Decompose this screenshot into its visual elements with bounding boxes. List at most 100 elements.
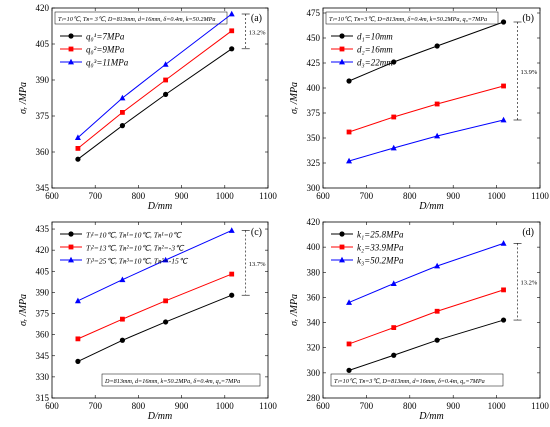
data-point [434,308,440,314]
y-tick-label: 420 [36,3,50,13]
legend-marker [68,58,74,65]
data-point [162,61,169,67]
plot-frame [51,7,269,189]
annotation-text: Tₗ=10℃, Tʀ=3℃, D=813mm, δ=0.4m, k=50.2MP… [329,16,487,23]
y-tick-label: 405 [36,266,50,276]
y-tick-label: 450 [307,33,321,43]
data-point [119,123,126,129]
legend-marker [68,46,74,52]
panel-label: (b) [522,13,534,24]
legend-label: d₃=22mm [357,58,393,68]
legend-label: Tₗ¹=10℃, Tʀ¹=10℃, Tʀ¹=0℃ [86,231,183,240]
x-tick-label: 1100 [531,191,549,201]
y-tick-label: 375 [36,309,50,319]
legend-marker [339,231,345,237]
x-axis-label: D/mm [147,201,172,212]
series-1: Tₗ¹=10℃, Tʀ¹=10℃, Tʀ¹=0℃ [60,231,235,364]
legend-label: Tₗ²=13℃, Tʀ²=10℃, Tʀ²=-3℃ [86,244,185,253]
series-line [77,30,233,149]
series-line [77,48,232,160]
plot-frame [322,221,541,399]
legend-label: q₀²=9MPa [86,45,125,55]
y-tick-label: 400 [307,242,321,252]
x-tick-label: 900 [175,401,189,411]
legend-label: d₁=10mm [357,32,393,42]
difference-bracket: 13.9% [513,21,538,121]
y-tick-label: 435 [36,224,50,234]
data-point [228,10,235,17]
x-tick-label: 600 [45,401,59,411]
legend-marker [68,244,74,250]
x-tick-label: 700 [360,191,374,201]
difference-label: 13.9% [521,69,538,76]
chart-panel-1: 600 700 800 900 1000 1100 345 360 375 390 405 420 D/… [18,3,277,212]
y-tick-label: 425 [307,58,321,68]
difference-bracket: 13.7% [241,230,266,296]
y-tick-label: 300 [307,183,321,193]
y-tick-label: 475 [307,8,321,18]
series-2: Tₗ²=13℃, Tʀ²=10℃, Tʀ²=-3℃ [60,244,235,342]
data-point [346,299,353,305]
x-tick-label: 800 [403,401,417,411]
y-tick-label: 360 [36,330,50,340]
data-point [391,325,397,330]
data-point [390,280,397,286]
y-axis-label: σᵣ /MPa [18,294,29,326]
y-axis-label: σᵣ /MPa [18,82,29,114]
y-tick-label: 280 [307,393,321,403]
difference-label: 13.7% [249,261,266,268]
legend-label: k₁=25.8MPa [357,230,404,240]
data-point [434,101,440,107]
legend-marker [68,231,74,237]
y-tick-label: 340 [307,318,321,328]
data-point [163,91,169,97]
data-point [346,157,353,164]
data-point [501,287,506,293]
annotation-text: Tₗ=10℃, Tʀ= 3℃, D=813mm, d=16mm, δ=0.4m,… [58,16,216,23]
data-point [434,132,441,139]
series-line [348,319,504,371]
data-point [500,317,507,323]
series-1: k₁=25.8MPa [331,230,507,373]
y-tick-label: 345 [36,351,50,361]
y-tick-label: 420 [307,217,321,227]
x-tick-label: 1000 [488,191,507,201]
annotation-text: D=813mm, d=16mm, k=50.2MPa, δ=0.4m, q₀=7… [104,378,240,385]
panel-label: (c) [251,227,262,238]
legend-label: q₀³=11MPa [86,58,129,68]
legend-label: Tₗ³=25℃, Tʀ³=10℃, Tʀ³=-15℃ [86,257,189,266]
y-tick-label: 330 [36,372,50,382]
y-tick-label: 375 [36,111,50,121]
legend-marker [68,33,74,39]
data-point [391,59,397,65]
data-point [74,134,81,140]
data-point [119,276,126,283]
y-tick-label: 420 [36,245,50,255]
x-tick-label: 700 [360,401,374,411]
difference-bracket: 13.2% [513,243,538,321]
y-tick-label: 350 [307,133,321,143]
x-tick-label: 1000 [216,401,235,411]
x-tick-label: 1000 [216,191,235,201]
data-point [228,227,235,233]
data-point [75,336,81,342]
y-tick-label: 390 [36,75,50,85]
series-2: d₂=16mm [331,45,506,135]
y-tick-label: 375 [307,108,321,118]
data-point [163,319,169,325]
y-tick-label: 345 [36,183,50,193]
data-point [500,116,507,123]
plot-frame [322,7,541,189]
x-tick-label: 1000 [488,401,507,411]
y-tick-label: 380 [307,267,321,277]
x-tick-label: 900 [446,191,460,201]
chart-panel-4: 600 700 800 900 1000 1100 280 300 320 340 360 380 40… [289,217,549,422]
data-point [163,298,169,304]
data-point [75,156,81,162]
series-line [348,85,504,133]
data-point [346,367,352,373]
data-point [229,28,235,34]
annotation-box [330,373,504,387]
plot-frame [51,221,269,399]
series-line [77,294,232,362]
